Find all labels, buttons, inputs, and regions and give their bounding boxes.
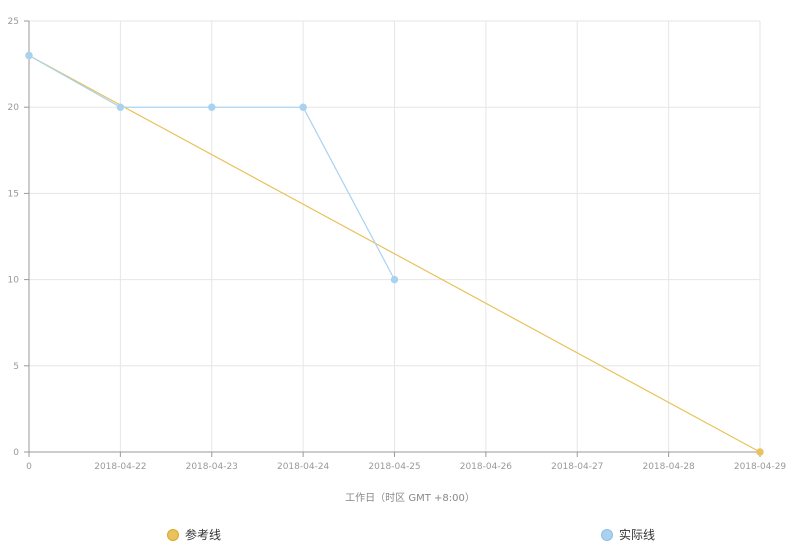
y-tick-label: 0: [13, 448, 19, 458]
legend-item-reference[interactable]: 参考线: [167, 526, 221, 543]
tick-labels: 0 5 10 15 20 25 0 2018-04-22 2018-04-23 2018-04-2…: [8, 17, 787, 472]
legend-dot-reference: [167, 528, 179, 541]
axes: [24, 20, 761, 457]
legend-item-actual[interactable]: 实际线: [601, 526, 655, 543]
grid: [29, 20, 761, 452]
x-tick-label: 2018-04-28: [642, 462, 695, 472]
x-axis-title: 工作日（时区 GMT +8:00）: [345, 492, 475, 504]
legend-label-reference: 参考线: [185, 528, 222, 542]
x-tick-label: 2018-04-25: [368, 462, 420, 472]
legend-dot-actual: [601, 528, 613, 541]
x-tick-label: 2018-04-22: [94, 462, 146, 472]
actual-point: [25, 51, 33, 60]
y-tick-label: 20: [8, 103, 20, 113]
legend-label-actual: 实际线: [619, 528, 656, 542]
x-tick-label: 2018-04-27: [551, 462, 603, 472]
actual-point: [116, 103, 125, 111]
x-tick-label: 2018-04-29: [734, 462, 787, 472]
y-tick-label: 10: [8, 276, 20, 286]
y-tick-label: 15: [8, 189, 19, 199]
x-tick-label: 2018-04-26: [460, 462, 513, 472]
x-tick-label: 0: [26, 462, 32, 472]
y-tick-label: 25: [8, 17, 19, 27]
series-lines: [25, 51, 764, 456]
y-tick-label: 5: [13, 362, 19, 372]
reference-point: [756, 448, 764, 456]
actual-point: [208, 103, 216, 111]
reference-line: [28, 54, 761, 453]
actual-point: [390, 275, 399, 284]
actual-point: [299, 103, 307, 111]
x-tick-label: 2018-04-24: [277, 462, 330, 472]
x-tick-label: 2018-04-23: [186, 462, 238, 472]
